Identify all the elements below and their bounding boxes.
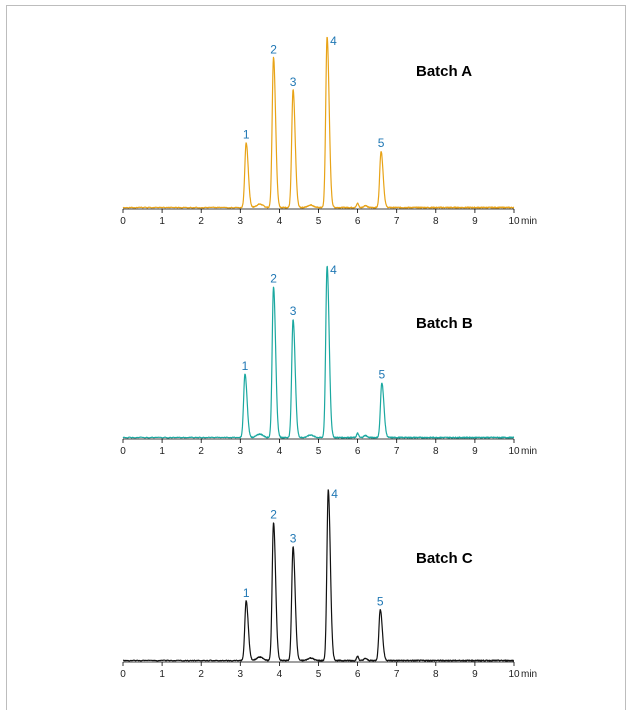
x-tick-label: 1 — [159, 669, 165, 680]
x-tick-label: 7 — [394, 216, 400, 227]
x-tick-label: 9 — [472, 446, 478, 457]
x-tick-label: 1 — [159, 446, 165, 457]
panel-title: Batch C — [416, 550, 473, 567]
chromatogram-panel-1: 0 1 2 3 4 5 6 7 8 9 10 min 1 2 3 4 5 Batch A — [120, 34, 537, 227]
peak-label: 3 — [290, 304, 297, 318]
x-tick-label: 2 — [198, 446, 204, 457]
x-tick-label: 8 — [433, 216, 439, 227]
peak-label: 2 — [270, 507, 277, 521]
x-tick-label: 2 — [198, 216, 204, 227]
peak-label: 4 — [330, 34, 337, 48]
trace-line — [122, 265, 515, 439]
x-axis-unit: min — [521, 446, 537, 457]
x-tick-label: 5 — [316, 446, 322, 457]
peak-label: 3 — [290, 531, 297, 545]
panel-title: Batch B — [416, 315, 473, 332]
x-tick-label: 8 — [433, 669, 439, 680]
x-tick-label: 5 — [316, 216, 322, 227]
x-tick-label: 3 — [238, 669, 244, 680]
figure-frame — [6, 5, 626, 710]
x-tick-label: 4 — [277, 669, 283, 680]
peak-label: 2 — [270, 42, 277, 56]
peak-label: 5 — [378, 136, 385, 150]
trace-line — [122, 36, 515, 209]
x-tick-label: 10 — [508, 669, 520, 680]
peak-label: 1 — [243, 128, 250, 142]
x-tick-label: 0 — [120, 216, 126, 227]
x-tick-label: 3 — [238, 446, 244, 457]
peak-label: 1 — [243, 586, 250, 600]
x-axis-unit: min — [521, 216, 537, 227]
x-tick-label: 0 — [120, 446, 126, 457]
peak-label: 5 — [377, 594, 384, 608]
x-tick-label: 4 — [277, 216, 283, 227]
panel-title: Batch A — [416, 63, 472, 80]
peak-label: 4 — [331, 487, 338, 501]
chromatogram-panel-2: 0 1 2 3 4 5 6 7 8 9 10 min 1 2 3 4 5 Batch B — [120, 263, 537, 457]
peak-label: 3 — [290, 75, 297, 89]
x-tick-label: 2 — [198, 669, 204, 680]
x-tick-label: 3 — [238, 216, 244, 227]
x-tick-label: 6 — [355, 216, 361, 227]
x-tick-label: 7 — [394, 669, 400, 680]
peak-label: 5 — [378, 368, 385, 382]
x-tick-label: 5 — [316, 669, 322, 680]
x-tick-label: 4 — [277, 446, 283, 457]
trace-line — [122, 489, 515, 662]
x-axis-unit: min — [521, 669, 537, 680]
peak-label: 4 — [330, 263, 337, 277]
x-tick-label: 1 — [159, 216, 165, 227]
peak-label: 1 — [242, 359, 249, 373]
x-tick-label: 6 — [355, 669, 361, 680]
x-tick-label: 7 — [394, 446, 400, 457]
peak-label: 2 — [270, 272, 277, 286]
x-tick-label: 10 — [508, 446, 520, 457]
x-tick-label: 0 — [120, 669, 126, 680]
x-tick-label: 10 — [508, 216, 520, 227]
x-tick-label: 9 — [472, 669, 478, 680]
x-tick-label: 9 — [472, 216, 478, 227]
x-tick-label: 6 — [355, 446, 361, 457]
x-tick-label: 8 — [433, 446, 439, 457]
